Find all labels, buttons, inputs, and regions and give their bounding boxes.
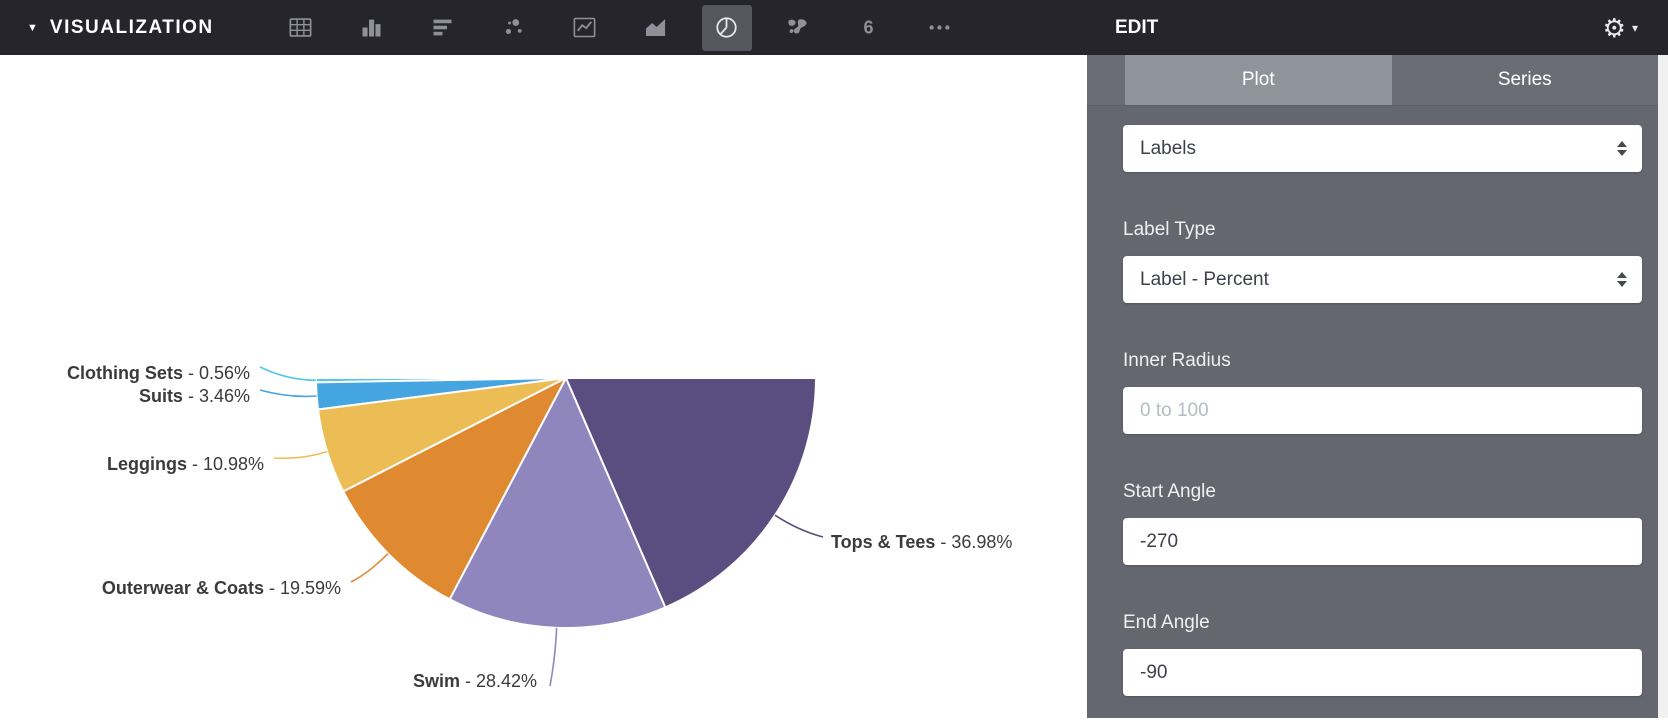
pie-label: Leggings - 10.98% (107, 454, 264, 474)
edit-panel-header: EDIT ⚙ ▾ (1087, 0, 1668, 55)
start-angle-input[interactable] (1123, 518, 1642, 565)
settings-menu[interactable]: ⚙ ▾ (1603, 15, 1638, 41)
bar-chart-icon[interactable] (347, 5, 397, 51)
section-select-value: Labels (1140, 137, 1196, 159)
edit-title: EDIT (1115, 16, 1159, 38)
tab-series[interactable]: Series (1497, 69, 1552, 90)
label-type-label: Label Type (1123, 219, 1216, 240)
pie-chart: Clothing Sets - 0.56% Suits - 3.46% Leggin… (67, 363, 1012, 691)
tab-plot[interactable]: Plot (1125, 55, 1392, 105)
pie-chart-icon[interactable] (701, 4, 752, 51)
label-type-select[interactable]: Label - Percent (1123, 256, 1642, 303)
line-chart-icon[interactable] (560, 5, 610, 51)
caret-down-icon: ▼ (27, 21, 38, 34)
pie-label-line (273, 450, 328, 460)
edit-panel: Plot Series Labels Label Type Label - Pe… (1087, 55, 1668, 718)
area-chart-icon[interactable] (631, 5, 681, 51)
pie-label-line (350, 553, 389, 583)
pie-label: Outerwear & Coats - 19.59% (102, 578, 341, 598)
inner-radius-input[interactable] (1123, 387, 1642, 434)
pie-label: Swim - 28.42% (413, 671, 537, 691)
start-angle-label: Start Angle (1123, 481, 1216, 502)
topbar: ▼ VISUALIZATION 6 EDIT ⚙ ▾ (0, 0, 1668, 55)
pie-slice-tops-tees[interactable] (564, 377, 818, 609)
pie-label: Tops & Tees - 36.98% (831, 532, 1012, 552)
up-down-arrows-icon (1617, 141, 1627, 156)
up-down-arrows-icon (1617, 272, 1627, 287)
end-angle-input[interactable] (1123, 649, 1642, 696)
number-6-icon[interactable]: 6 (844, 5, 894, 51)
section-select[interactable]: Labels (1123, 125, 1642, 172)
map-icon[interactable] (773, 5, 823, 51)
visualization-title: VISUALIZATION (49, 16, 214, 38)
pie-slice-swim[interactable] (448, 375, 667, 629)
pie-label: Suits - 3.46% (139, 386, 250, 406)
pie-label-line (774, 514, 824, 538)
chart-canvas: Clothing Sets - 0.56% Suits - 3.46% Leggin… (0, 55, 1087, 718)
pie-label-line (549, 627, 558, 687)
panel-scrollbar[interactable] (1658, 55, 1668, 718)
gear-icon: ⚙ (1602, 12, 1626, 43)
bubble-chart-icon[interactable] (489, 5, 539, 51)
edit-tabs: Plot Series (1087, 55, 1668, 106)
inner-radius-label: Inner Radius (1123, 350, 1231, 371)
svg-text:6: 6 (864, 18, 874, 38)
caret-down-icon: ▾ (1631, 20, 1638, 35)
visualization-type-toolbar: 6 (276, 4, 965, 51)
pie-label-line (259, 389, 317, 398)
plot-settings-form: Labels Label Type Label - Percent Inner … (1087, 106, 1668, 696)
pie-label-line (259, 366, 317, 382)
horizontal-bar-chart-icon[interactable] (418, 5, 468, 51)
end-angle-label: End Angle (1123, 612, 1210, 633)
table-icon[interactable] (276, 5, 326, 51)
visualization-menu[interactable]: ▼ VISUALIZATION (27, 17, 214, 39)
pie-label: Clothing Sets - 0.56% (67, 363, 250, 383)
label-type-select-value: Label - Percent (1140, 268, 1269, 290)
more-options-icon[interactable] (915, 5, 965, 51)
